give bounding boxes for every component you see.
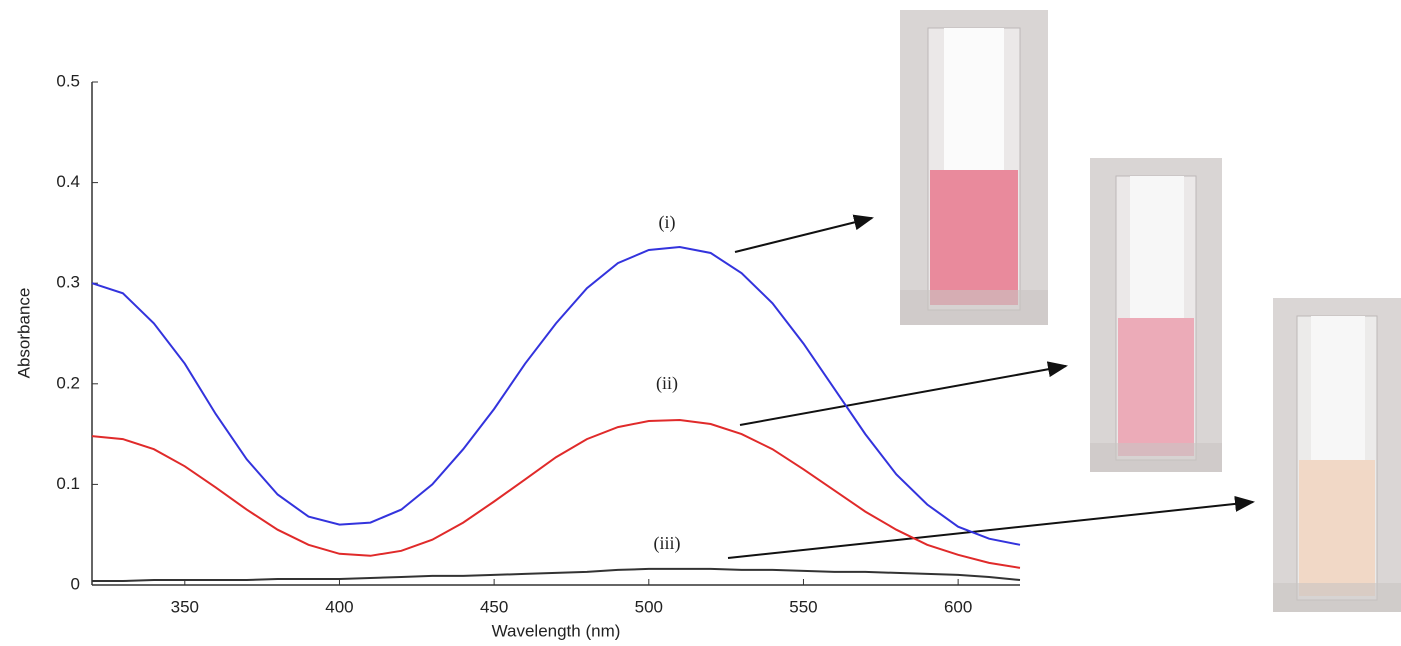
- line-series: [91, 245, 1021, 546]
- cuvette-photo: [1273, 298, 1401, 612]
- x-tick-label: 350: [171, 597, 199, 616]
- arrow: [739, 361, 1068, 426]
- x-tick-label: 550: [789, 597, 817, 616]
- y-tick-label: 0.3: [56, 273, 80, 292]
- y-tick-label: 0.2: [56, 373, 80, 392]
- y-tick-label: 0: [71, 574, 80, 593]
- cuvette-photo: [1090, 158, 1222, 472]
- x-tick-label: 600: [944, 597, 972, 616]
- arrow: [727, 495, 1255, 559]
- x-tick-label: 400: [325, 597, 353, 616]
- arrow: [734, 214, 874, 253]
- y-tick-label: 0.5: [56, 71, 80, 90]
- series-label: (ii): [656, 373, 678, 394]
- x-axis-label: Wavelength (nm): [492, 621, 621, 640]
- series-label: (i): [659, 212, 676, 233]
- y-tick-label: 0.1: [56, 474, 80, 493]
- y-tick-label: 0.4: [56, 172, 80, 191]
- cuvette-photo: [900, 10, 1048, 325]
- line-series: [92, 567, 1021, 582]
- x-tick-label: 450: [480, 597, 508, 616]
- y-axis-label: Absorbance: [14, 288, 33, 379]
- line-series: [91, 418, 1021, 569]
- x-tick-label: 500: [635, 597, 663, 616]
- series-label: (iii): [654, 533, 681, 554]
